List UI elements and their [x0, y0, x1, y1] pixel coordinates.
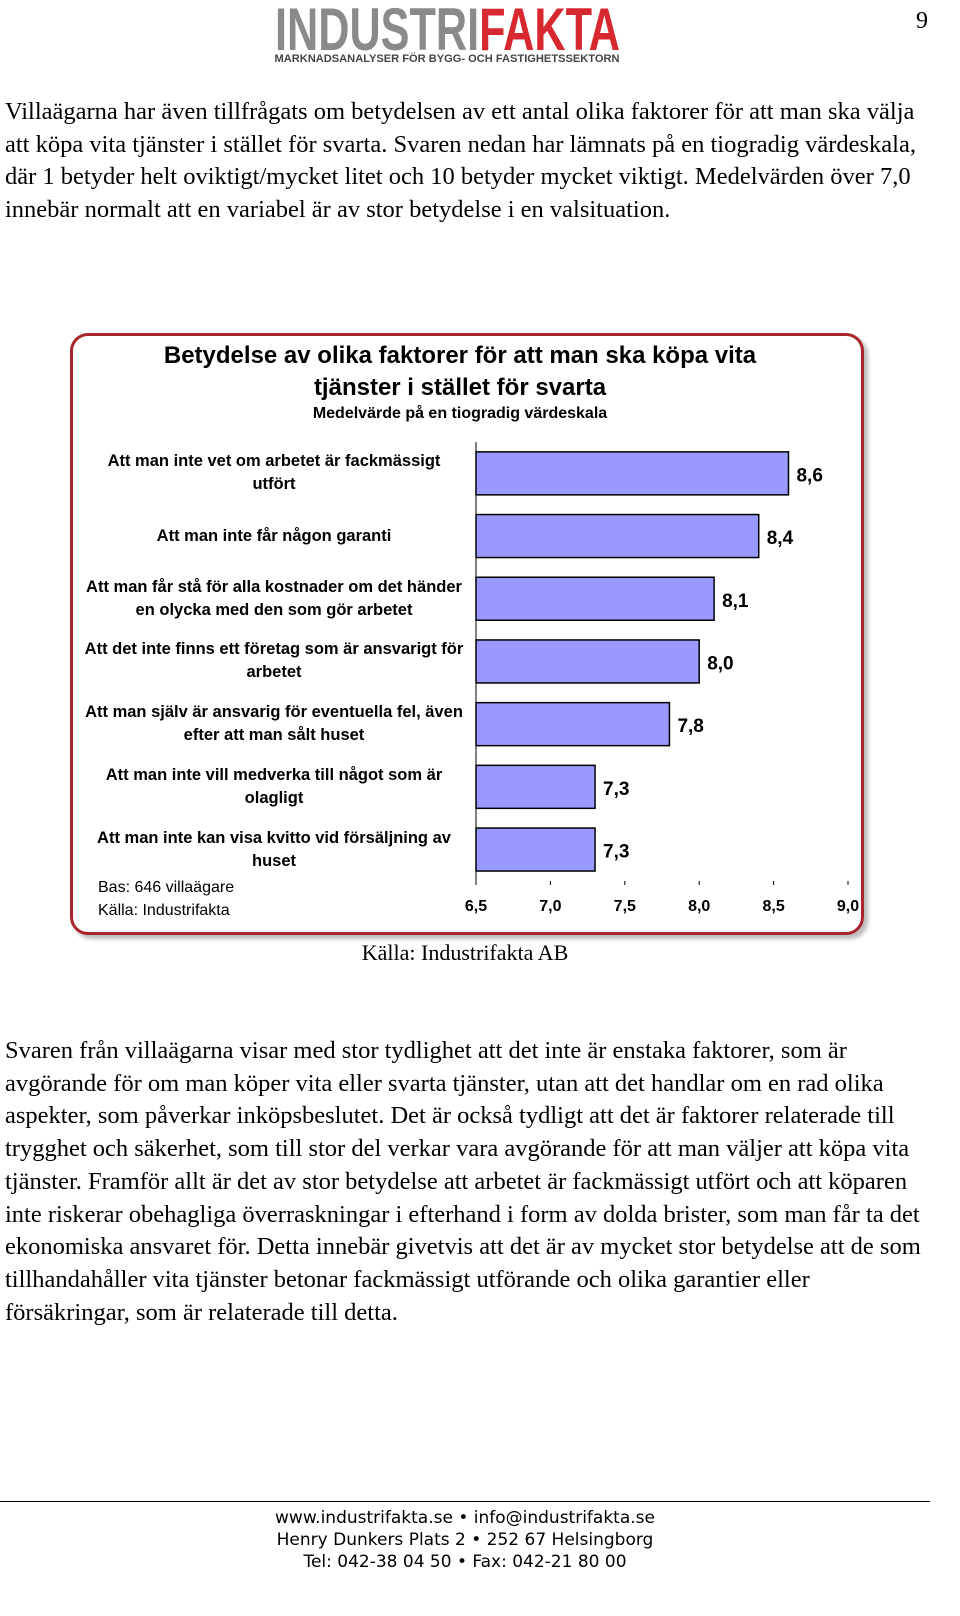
note: Källa: Industrifakta: [98, 902, 230, 919]
page-number: 9: [916, 8, 928, 34]
source: Källa: Industrifakta AB: [361, 940, 569, 965]
x-tick-label: 9,0: [837, 898, 859, 915]
logo-part: INDUSTRI: [275, 0, 479, 63]
intro-paragraph: Villaägarna har även tillfrågats om bety…: [5, 98, 916, 224]
category-label: Att man inte kan visa kvitto vid försälj…: [97, 828, 451, 870]
value-label: 8,0: [707, 653, 733, 674]
footer-line: Henry Dunkers Plats 2 • 252 67 Helsingbo…: [276, 1530, 654, 1550]
value-label: 8,1: [722, 591, 749, 612]
chart-notes: Bas: 646 villaägare Källa: Industrifakta: [98, 876, 234, 922]
tagline: MARKNADSANALYSER FÖR BYGG- OCH FASTIGHET…: [275, 52, 620, 65]
category-label: Att man inte får någon garanti: [156, 526, 392, 545]
footer-rule: [0, 1501, 930, 1502]
value-label: 7,8: [677, 716, 703, 737]
bar: [475, 639, 700, 684]
category-label: Att man får stå för alla kostnader om de…: [86, 577, 462, 619]
bar: [475, 576, 715, 621]
header: INDUSTRIFAKTA MARKNADSANALYSER FÖR BYGG-…: [275, 0, 929, 65]
value-label: 8,6: [796, 465, 822, 486]
x-tick-label: 8,5: [762, 898, 784, 915]
logo: INDUSTRIFAKTA: [275, 0, 620, 63]
bar: [475, 764, 596, 810]
category-label: Att man själv är ansvarig för eventuella…: [85, 703, 463, 745]
x-tick-label: 7,0: [539, 898, 561, 915]
category-label: Att man inte vet om arbetet är fackmässi…: [107, 452, 441, 494]
value-label: 7,3: [603, 779, 629, 800]
note: Bas: 646 villaägare: [98, 879, 235, 896]
body-paragraph: Svaren från villaägarna visar med stor t…: [5, 1037, 921, 1326]
value-label: 7,3: [603, 842, 629, 863]
value-label: 8,4: [767, 528, 794, 549]
bar: [475, 827, 596, 872]
x-tick-label: 7,5: [614, 898, 636, 915]
x-tick-label: 8,0: [688, 898, 710, 915]
chart-frame: [70, 333, 864, 935]
plot: 6,5 7,0 7,5 8,0 8,5 9,0 8,6 8,4 8,1 8,0 7,8 7,3 7,3: [465, 442, 859, 915]
x-tick-label: 6,5: [465, 898, 487, 915]
logo-part: FAKTA: [479, 0, 620, 63]
chart-title: Betydelse av olika faktorer för att man …: [163, 342, 757, 401]
category-label: Att man inte vill medverka till något so…: [105, 765, 443, 807]
bar: [475, 513, 760, 559]
category-label: Att det inte finns ett företag som är an…: [84, 640, 464, 682]
footer-line: Tel: 042-38 04 50 • Fax: 042-21 80 00: [303, 1552, 627, 1572]
bar: [475, 701, 671, 747]
footer-line: www.industrifakta.se • info@industrifakt…: [275, 1508, 655, 1528]
bar: [475, 451, 790, 496]
chart-subtitle: Medelvärde på en tiogradig värdeskala: [312, 405, 608, 422]
